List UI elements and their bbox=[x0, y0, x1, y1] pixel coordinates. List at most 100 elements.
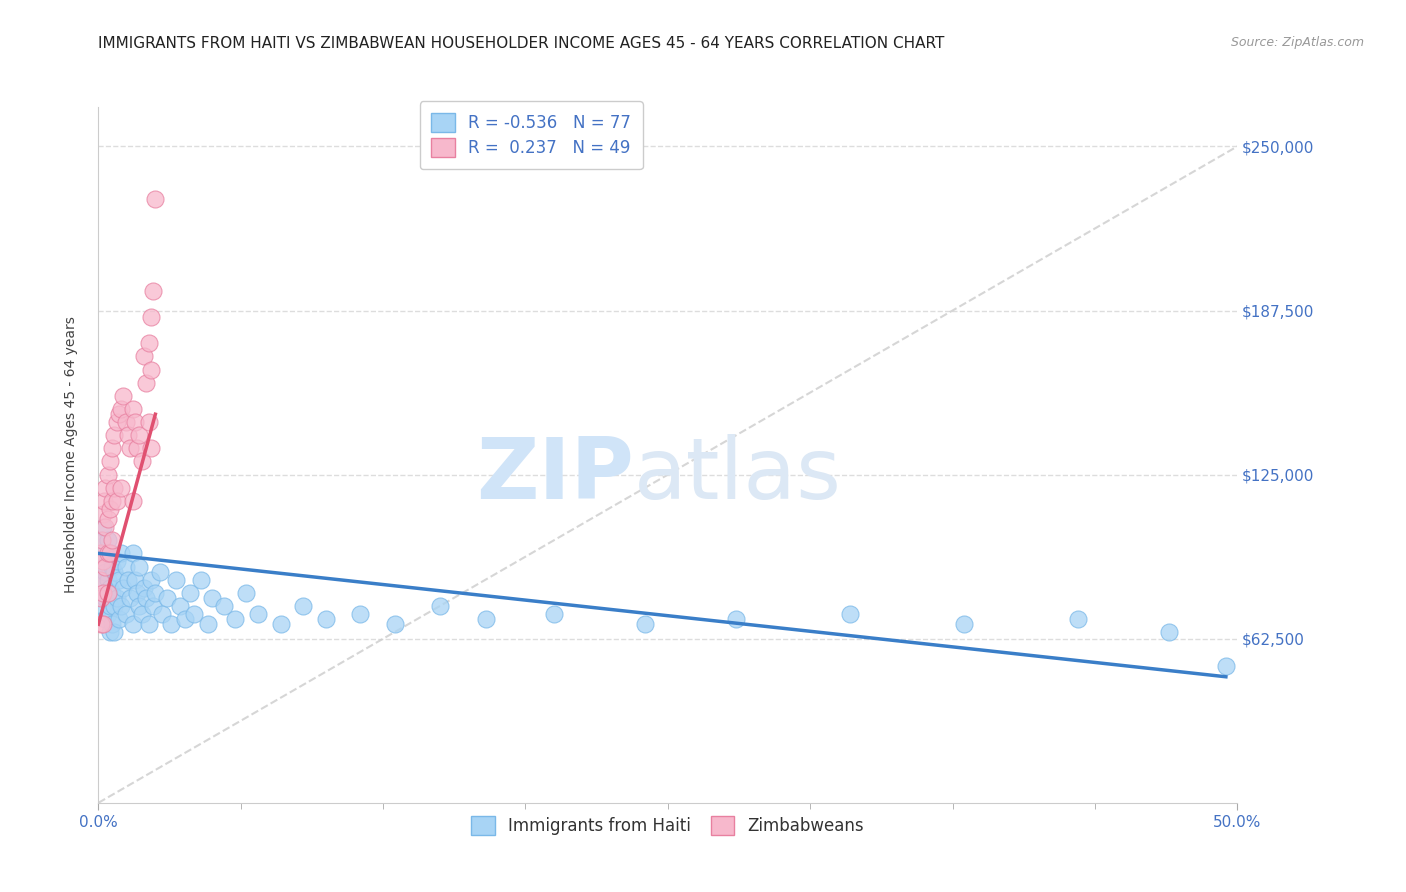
Point bbox=[1157, 625, 1180, 640]
Point bbox=[156, 591, 179, 605]
Point bbox=[101, 617, 124, 632]
Point bbox=[121, 494, 143, 508]
Point bbox=[1215, 659, 1237, 673]
Point bbox=[91, 617, 114, 632]
Point bbox=[429, 599, 451, 613]
Point bbox=[117, 428, 139, 442]
Point bbox=[145, 586, 167, 600]
Point bbox=[89, 573, 111, 587]
Point bbox=[138, 336, 160, 351]
Point bbox=[91, 599, 114, 613]
Point bbox=[101, 559, 124, 574]
Point bbox=[94, 565, 117, 579]
Point bbox=[96, 467, 118, 482]
Point bbox=[121, 617, 143, 632]
Point bbox=[96, 546, 118, 560]
Point bbox=[108, 573, 131, 587]
Point bbox=[179, 586, 201, 600]
Point bbox=[131, 607, 153, 621]
Point bbox=[108, 612, 131, 626]
Point bbox=[90, 617, 112, 632]
Point bbox=[315, 612, 337, 626]
Point bbox=[725, 612, 748, 626]
Point bbox=[98, 581, 121, 595]
Point bbox=[634, 617, 657, 632]
Point bbox=[160, 617, 183, 632]
Point bbox=[96, 586, 118, 600]
Point bbox=[98, 625, 121, 640]
Point bbox=[105, 494, 128, 508]
Point bbox=[169, 599, 191, 613]
Point bbox=[90, 573, 112, 587]
Point bbox=[96, 533, 118, 548]
Point bbox=[139, 442, 162, 456]
Y-axis label: Householder Income Ages 45 - 64 years: Householder Income Ages 45 - 64 years bbox=[63, 317, 77, 593]
Point bbox=[94, 546, 117, 560]
Point bbox=[112, 581, 135, 595]
Point bbox=[132, 350, 155, 364]
Point bbox=[103, 428, 125, 442]
Point bbox=[128, 428, 150, 442]
Point bbox=[139, 573, 162, 587]
Point bbox=[128, 559, 150, 574]
Point bbox=[149, 565, 172, 579]
Point bbox=[953, 617, 976, 632]
Point bbox=[292, 599, 315, 613]
Point bbox=[98, 454, 121, 468]
Point bbox=[94, 612, 117, 626]
Point bbox=[120, 442, 142, 456]
Point bbox=[474, 612, 496, 626]
Point bbox=[94, 559, 117, 574]
Point bbox=[139, 310, 162, 324]
Point bbox=[90, 533, 112, 548]
Point bbox=[235, 586, 257, 600]
Point bbox=[165, 573, 187, 587]
Point bbox=[114, 415, 136, 429]
Point bbox=[105, 415, 128, 429]
Point bbox=[121, 546, 143, 560]
Point bbox=[138, 415, 160, 429]
Point bbox=[1067, 612, 1090, 626]
Point bbox=[131, 454, 153, 468]
Point bbox=[124, 415, 146, 429]
Point bbox=[135, 376, 157, 390]
Point bbox=[91, 554, 114, 568]
Point bbox=[108, 407, 131, 421]
Point bbox=[190, 573, 212, 587]
Point bbox=[120, 591, 142, 605]
Point bbox=[96, 607, 118, 621]
Point bbox=[127, 442, 149, 456]
Point bbox=[145, 192, 167, 206]
Point bbox=[212, 599, 235, 613]
Point bbox=[349, 607, 371, 621]
Point bbox=[103, 599, 125, 613]
Point bbox=[98, 546, 121, 560]
Point bbox=[101, 442, 124, 456]
Point bbox=[128, 599, 150, 613]
Point bbox=[101, 494, 124, 508]
Point bbox=[246, 607, 269, 621]
Point bbox=[101, 533, 124, 548]
Point bbox=[197, 617, 219, 632]
Point bbox=[270, 617, 292, 632]
Point bbox=[150, 607, 173, 621]
Point bbox=[103, 565, 125, 579]
Point bbox=[110, 401, 132, 416]
Point bbox=[94, 591, 117, 605]
Point bbox=[114, 559, 136, 574]
Point bbox=[121, 401, 143, 416]
Point bbox=[101, 586, 124, 600]
Point bbox=[139, 362, 162, 376]
Point bbox=[93, 494, 115, 508]
Point bbox=[91, 586, 114, 600]
Legend: Immigrants from Haiti, Zimbabweans: Immigrants from Haiti, Zimbabweans bbox=[463, 807, 873, 843]
Text: Source: ZipAtlas.com: Source: ZipAtlas.com bbox=[1230, 36, 1364, 49]
Point bbox=[174, 612, 197, 626]
Point bbox=[138, 617, 160, 632]
Point bbox=[224, 612, 246, 626]
Point bbox=[90, 533, 112, 548]
Point bbox=[90, 591, 112, 605]
Text: ZIP: ZIP bbox=[477, 434, 634, 517]
Point bbox=[96, 512, 118, 526]
Point bbox=[91, 520, 114, 534]
